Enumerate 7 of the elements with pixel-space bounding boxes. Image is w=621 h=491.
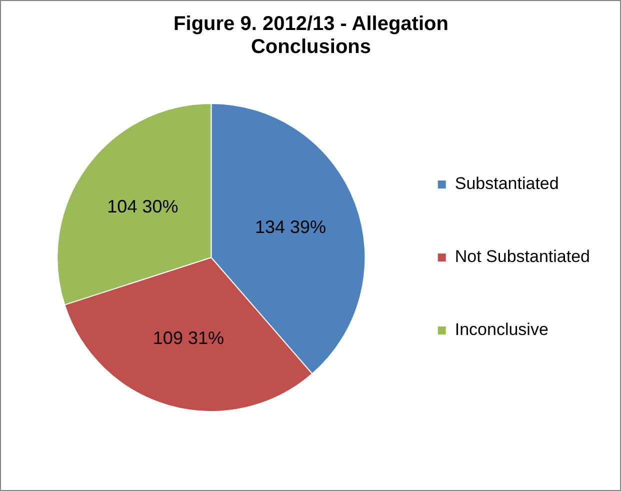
- legend-label: Inconclusive: [454, 320, 548, 340]
- legend-label: Not Substantiated: [454, 247, 590, 266]
- data-label: 104 30%: [107, 196, 178, 217]
- data-label: 134 39%: [254, 216, 326, 237]
- data-label: 109 31%: [152, 328, 224, 348]
- legend-label: Substantiated: [454, 174, 559, 194]
- chart-title: Figure 9. 2012/13 - Allegation Conclusions: [172, 13, 450, 59]
